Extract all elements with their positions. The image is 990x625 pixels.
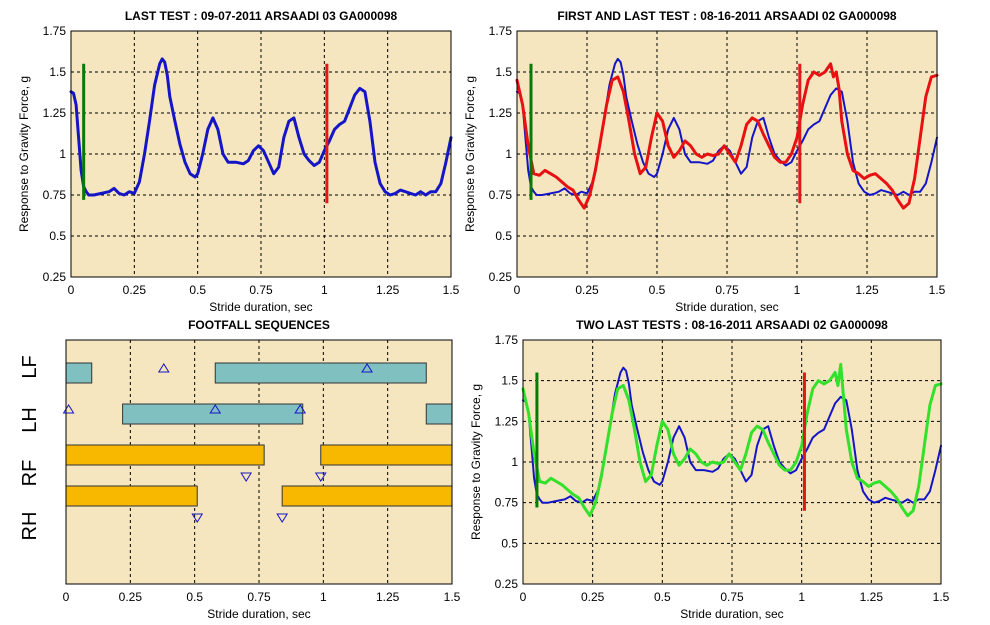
y-tick-label: 1.75 <box>495 333 519 347</box>
grid <box>523 340 941 584</box>
footfall-triangle <box>294 404 307 414</box>
x-axis-label: Stride duration, sec <box>209 300 312 314</box>
chart-title: TWO LAST TESTS : 08-16-2011 ARSAADI 02 G… <box>576 318 888 332</box>
x-tick-label: 1 <box>321 283 328 297</box>
chart-footfall: 0 0.25 0.5 0.75 1 1.25 1.5 FOOTFALL SEQUENCES St… <box>19 318 461 621</box>
x-tick-label: 0.25 <box>123 283 147 297</box>
x-tick-label: 0 <box>63 590 70 604</box>
x-tick-label: 0 <box>68 283 75 297</box>
y-axis-label: Response to Gravity Force, g <box>469 384 483 540</box>
y-tick-label: 1 <box>505 147 512 161</box>
y-tick-label: 0.75 <box>495 496 519 510</box>
y-tick-label: 1 <box>511 455 518 469</box>
y-tick-label: 1.75 <box>489 24 513 38</box>
plot-frame <box>516 30 938 278</box>
x-tick-label: 0.25 <box>575 283 599 297</box>
y-tick-label: 0.5 <box>495 229 512 243</box>
y-axis-label: Response to Gravity Force, g <box>17 76 31 232</box>
x-tick-label: 0.75 <box>720 590 744 604</box>
footfall-triangle <box>361 363 373 373</box>
y-tick-label: 1 <box>59 147 66 161</box>
x-tick-label: 0.5 <box>189 283 206 297</box>
series-line-first <box>515 62 939 210</box>
y-tick-label: 1.75 <box>43 24 67 38</box>
x-tick-label: 1.25 <box>376 590 400 604</box>
row-label-lf: LF <box>19 355 41 378</box>
x-tick-label: 1 <box>798 590 805 604</box>
chart-title: LAST TEST : 09-07-2011 ARSAADI 03 GA0000… <box>125 9 398 23</box>
x-tick-label: 1.25 <box>376 283 400 297</box>
footfall-bar <box>320 444 453 466</box>
y-tick-label: 1.25 <box>489 106 513 120</box>
x-tick-label: 0.5 <box>186 590 203 604</box>
y-tick-label: 1.25 <box>43 106 67 120</box>
chart-last-test: 0 0.25 0.5 0.75 1 1.25 1.50.250.50.7511.251.51… <box>17 9 460 314</box>
footfall-bar <box>425 403 453 425</box>
x-tick-label: 0.75 <box>715 283 739 297</box>
x-tick-label: 0.5 <box>649 283 666 297</box>
footfall-triangle <box>314 472 327 482</box>
x-tick-label: 0.25 <box>119 590 143 604</box>
y-axis-label: Response to Gravity Force, g <box>463 76 477 232</box>
chart-title: FOOTFALL SEQUENCES <box>188 318 330 332</box>
row-label-rh: RH <box>19 512 41 541</box>
plot-frame <box>70 30 452 278</box>
plot-frame <box>65 339 453 585</box>
chart-first-and-last: 0 0.25 0.5 0.75 1 1.25 1.50.250.50.7511.251.51… <box>463 9 946 314</box>
footfall-bar <box>65 444 265 466</box>
plot-frame <box>522 339 942 585</box>
chart-two-last: 0 0.25 0.5 0.75 1 1.25 1.50.250.50.7511.251.51… <box>469 318 950 621</box>
row-label-lh: LH <box>19 407 41 433</box>
x-tick-label: 0.75 <box>249 283 273 297</box>
series-line-current <box>69 57 453 197</box>
x-tick-label: 1.5 <box>933 590 950 604</box>
x-tick-label: 1.25 <box>855 283 879 297</box>
x-tick-label: 1.5 <box>443 283 460 297</box>
y-tick-label: 0.75 <box>489 188 513 202</box>
y-tick-label: 0.25 <box>495 577 519 591</box>
footfall-triangle <box>240 472 253 482</box>
y-tick-label: 1.5 <box>501 374 518 388</box>
y-tick-label: 1.25 <box>495 414 519 428</box>
chart-title: FIRST AND LAST TEST : 08-16-2011 ARSAADI… <box>557 9 897 23</box>
footfall-bar <box>281 485 453 507</box>
footfall-bar <box>214 362 427 384</box>
x-tick-label: 1 <box>794 283 801 297</box>
x-tick-label: 0.75 <box>247 590 271 604</box>
y-tick-label: 0.25 <box>43 270 67 284</box>
x-axis-label: Stride duration, sec <box>675 300 778 314</box>
y-tick-label: 1.5 <box>49 65 66 79</box>
x-axis-label: Stride duration, sec <box>207 607 310 621</box>
x-tick-label: 1.25 <box>860 590 884 604</box>
y-tick-label: 0.5 <box>501 536 518 550</box>
footfall-bar <box>65 485 198 507</box>
grid <box>517 31 937 277</box>
y-tick-label: 0.25 <box>489 270 513 284</box>
series-line-two_last <box>521 362 943 518</box>
x-tick-label: 1 <box>320 590 327 604</box>
x-tick-label: 1.5 <box>929 283 946 297</box>
x-axis-label: Stride duration, sec <box>680 607 783 621</box>
footfall-bar <box>65 362 93 384</box>
row-label-rf: RF <box>19 460 41 487</box>
footfall-triangle <box>157 363 170 373</box>
footfall-bar <box>122 403 304 425</box>
footfall-triangle <box>209 404 222 414</box>
footfall-triangle <box>276 513 289 523</box>
y-tick-label: 1.5 <box>495 65 512 79</box>
y-tick-label: 0.5 <box>49 229 66 243</box>
x-tick-label: 0 <box>520 590 527 604</box>
x-tick-label: 0 <box>514 283 521 297</box>
footfall-triangle <box>191 513 204 523</box>
y-tick-label: 0.75 <box>43 188 67 202</box>
x-tick-label: 1.5 <box>444 590 461 604</box>
x-tick-label: 0.5 <box>654 590 671 604</box>
x-tick-label: 0.25 <box>581 590 605 604</box>
